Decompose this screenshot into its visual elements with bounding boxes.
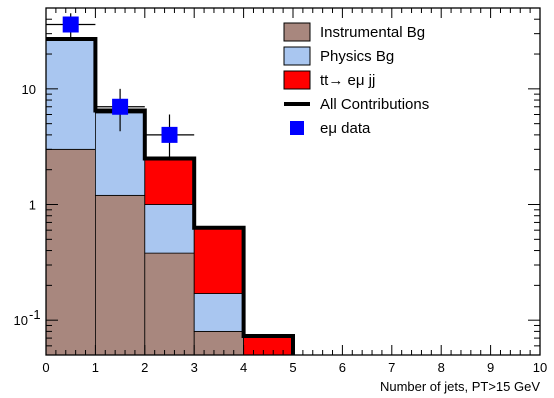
data-points [46,13,195,161]
legend-label-e-data: eμ data [320,120,371,137]
x-tick-label: 2 [141,360,148,375]
bar-physics-bg-bin-2 [144,204,195,254]
x-tick-label: 1 [92,360,99,375]
bar-instrumental-bg-bin-0 [45,148,96,356]
x-tick-labels: 0 1 2 3 4 5 6 7 8 9 10 [42,360,547,375]
bar-tt-e-jj-bin-4 [243,335,294,356]
legend: Instrumental Bg Physics Bg tt→ eμ jj All Co… [283,22,429,137]
legend-label-instrumental-bg: Instrumental Bg [320,24,425,41]
x-tick-label: 3 [191,360,198,375]
bar-instrumental-bg-bin-2 [144,252,195,356]
data-marker-1 [112,98,129,115]
y-tick-label: 1 [29,198,36,213]
legend-label-tt-e-jj: tt→ eμ jj [320,72,375,89]
x-tick-label: 10 [533,360,547,375]
legend-swatch-physics-bg [283,46,311,66]
bar-physics-bg-bin-0 [45,38,96,150]
bar-instrumental-bg-bin-1 [95,194,146,356]
x-tick-label: 6 [339,360,346,375]
legend-label-all-contributions: All Contributions [320,96,429,113]
legend-swatch-e-data [290,121,304,135]
legend-label-physics-bg: Physics Bg [320,48,394,65]
bar-instrumental-bg-bin-3 [193,330,244,356]
total-outline [46,36,295,355]
x-axis-title: Number of jets, PT>15 GeV [380,379,540,394]
x-tick-label: 0 [42,360,49,375]
bar-tt-e-jj-bin-2 [144,158,195,205]
total-step-line [46,36,295,355]
data-marker-0 [62,16,79,33]
x-tick-label: 9 [487,360,494,375]
histogram-bars [45,38,294,356]
y-tick-label: 10 [22,82,36,97]
legend-swatch-tt-e-jj [283,70,311,90]
legend-swatch-instrumental-bg [283,22,311,42]
x-axis-ticks [45,8,541,355]
x-tick-label: 5 [289,360,296,375]
x-tick-label: 4 [240,360,247,375]
data-marker-2 [161,126,178,143]
x-tick-label: 7 [388,360,395,375]
y-tick-label: 10 [14,313,28,328]
x-tick-label: 8 [438,360,445,375]
bar-tt-e-jj-bin-3 [193,227,244,294]
y-tick-label-exponent: -1 [29,307,41,322]
y-axis-ticks [46,7,540,356]
bar-physics-bg-bin-3 [193,293,244,332]
